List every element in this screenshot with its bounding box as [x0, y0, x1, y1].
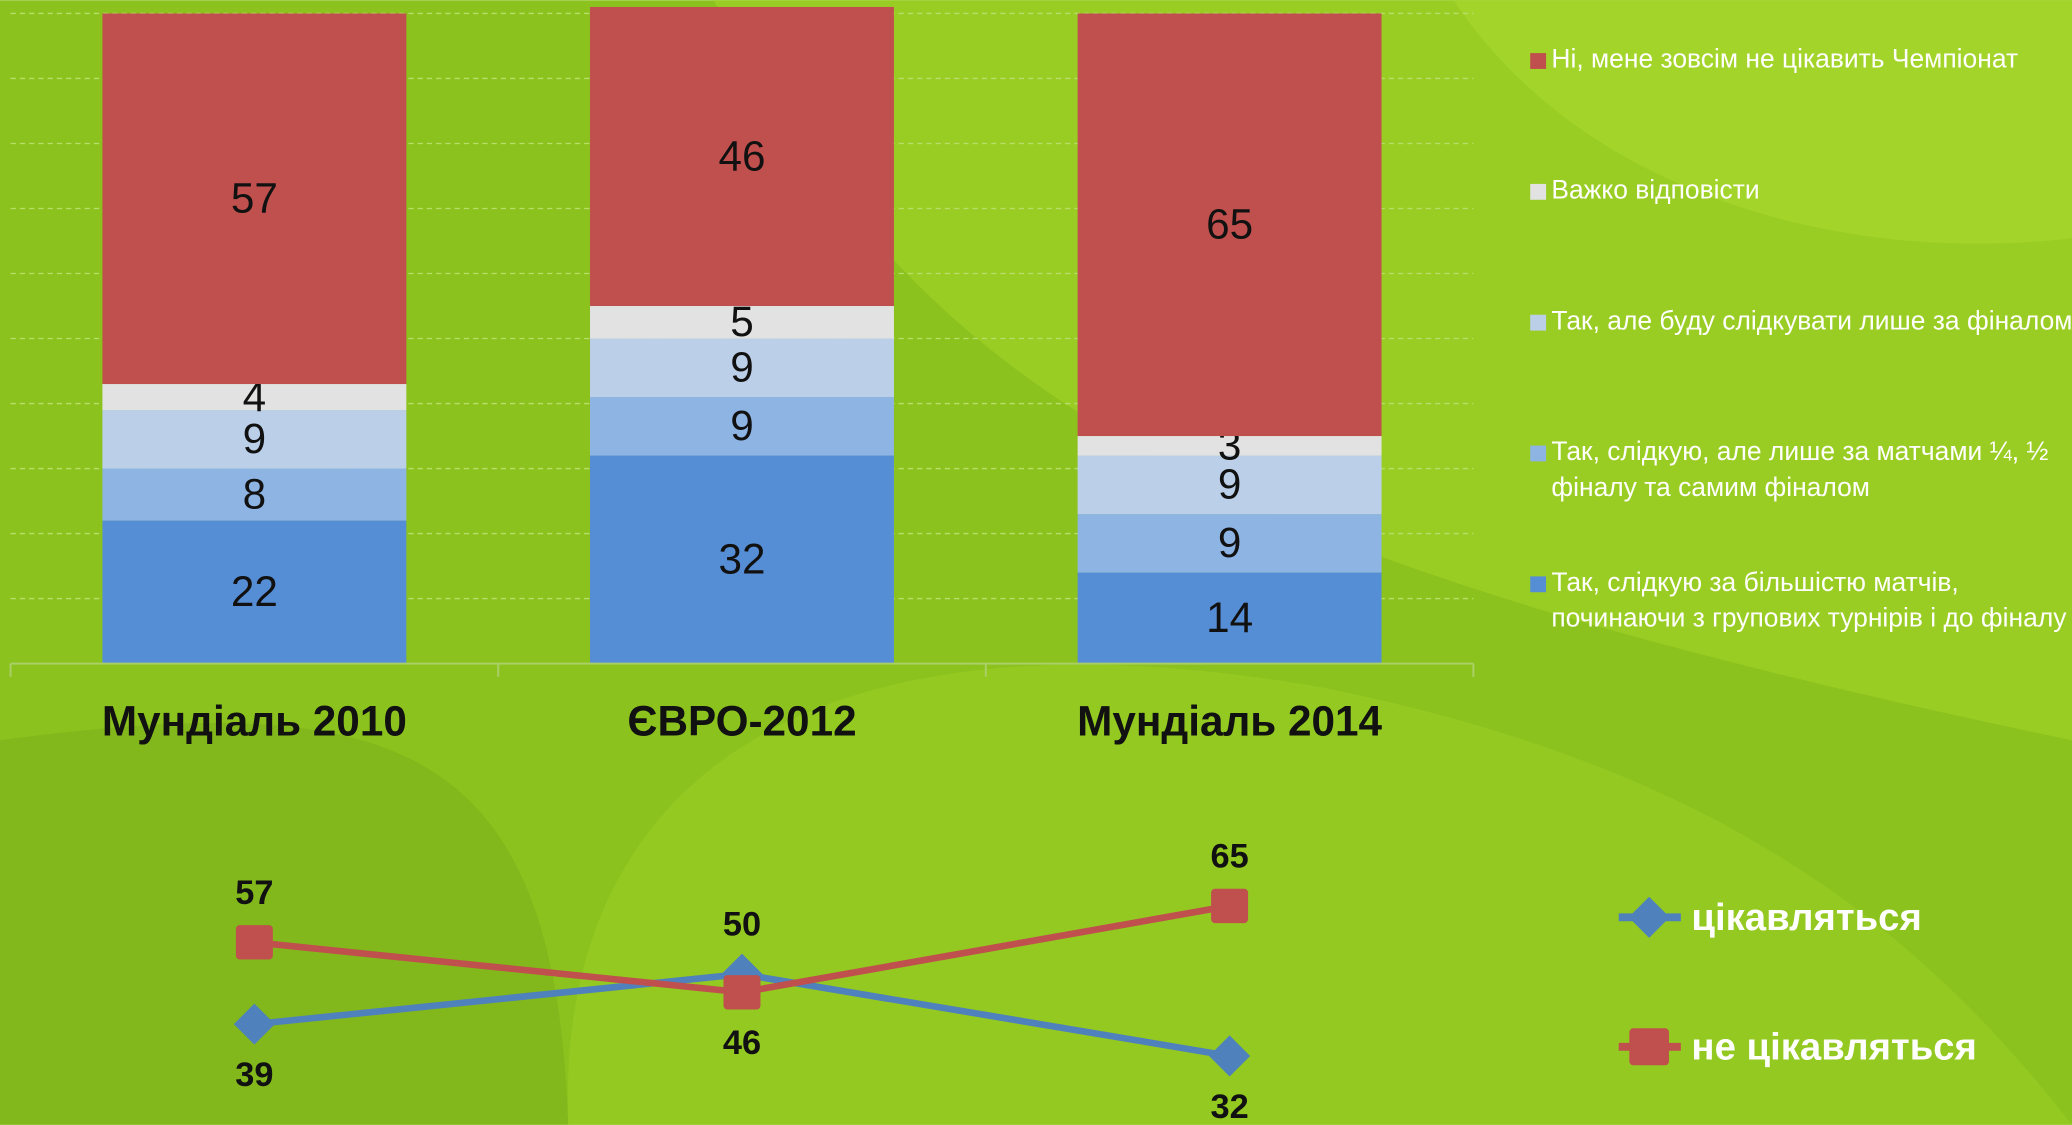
bar-value-label: 9: [243, 415, 267, 462]
legend-entry-swatch: [1530, 576, 1546, 592]
legend-entry: Важко відповісти: [1551, 173, 2072, 252]
legend-entry: Так, але буду слідкувати лише за фіналом: [1551, 304, 2072, 383]
legend-entry-text: Так, але буду слідкувати лише за фіналом: [1551, 304, 2072, 340]
page: 2289457Мундіаль 20103299546ЄВРО-20121499…: [0, 0, 2072, 1125]
data-label: 32: [1210, 1088, 1248, 1125]
bar-value-label: 22: [231, 568, 278, 615]
legend-marker: [1629, 1028, 1669, 1065]
legend-label: не цікавляться: [1691, 1026, 1977, 1069]
bar-value-label: 14: [1206, 594, 1253, 641]
legend-entry: Так, слідкую за більшістю матчів, почина…: [1551, 566, 2072, 645]
data-label: 65: [1210, 837, 1248, 875]
legend-entry: Ні, мене зовсім не цікавить Чемпіонат: [1551, 43, 2072, 122]
legend-entry-swatch: [1530, 53, 1546, 69]
marker: [723, 975, 760, 1009]
legend-entry-text: Так, слідкую, але лише за матчами ¼, ½ ф…: [1551, 435, 2072, 506]
marker: [236, 925, 273, 959]
bar-value-label: 9: [730, 402, 754, 449]
bar-value-label: 9: [730, 344, 754, 391]
legend-label: цікавляться: [1691, 896, 1921, 939]
data-label: 57: [235, 874, 273, 912]
bar-value-label: 32: [718, 535, 765, 582]
legend-entry-swatch: [1530, 446, 1546, 462]
bar-value-label: 57: [231, 175, 278, 222]
legend-entry-text: Ні, мене зовсім не цікавить Чемпіонат: [1551, 43, 2072, 79]
x-tick-label: Мундіаль 2014: [1077, 698, 1382, 745]
legend-entry-text: Так, слідкую за більшістю матчів, почина…: [1551, 566, 2072, 637]
legend-entry-swatch: [1530, 315, 1546, 331]
bar-value-label: 46: [718, 132, 765, 179]
bar-value-label: 9: [1218, 519, 1242, 566]
bar-value-label: 8: [243, 470, 267, 517]
marker: [1211, 889, 1248, 923]
legend-entry-text: Важко відповісти: [1551, 173, 2072, 209]
data-label: 50: [723, 906, 761, 944]
chart: 2289457Мундіаль 20103299546ЄВРО-20121499…: [0, 0, 2072, 1125]
bar-value-label: 65: [1206, 201, 1253, 248]
data-label: 39: [235, 1056, 273, 1094]
x-tick-label: ЄВРО-2012: [627, 698, 856, 745]
legend-entry: Так, слідкую, але лише за матчами ¼, ½ ф…: [1551, 435, 2072, 514]
legend-entry-swatch: [1530, 184, 1546, 200]
data-label: 46: [723, 1024, 761, 1062]
x-tick-label: Мундіаль 2010: [102, 698, 407, 745]
